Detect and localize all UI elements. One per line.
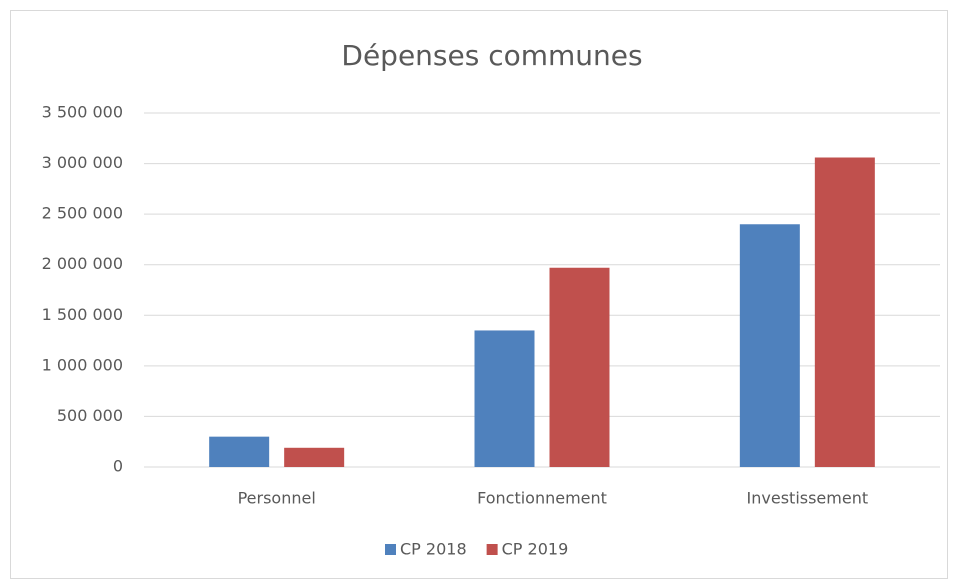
- x-tick-label: Fonctionnement: [477, 489, 607, 508]
- x-tick-label: Personnel: [238, 489, 316, 508]
- y-tick-label: 3 000 000: [42, 153, 123, 172]
- bar: [814, 157, 875, 467]
- bar: [474, 330, 535, 467]
- bar: [284, 447, 345, 467]
- y-tick-label: 500 000: [57, 406, 123, 425]
- x-tick-label: Investissement: [747, 489, 869, 508]
- bar: [549, 267, 610, 467]
- legend-label: CP 2019: [502, 540, 569, 559]
- y-tick-label: 2 500 000: [42, 204, 123, 223]
- y-tick-label: 1 000 000: [42, 355, 123, 374]
- legend-swatch: [486, 544, 498, 555]
- bar: [209, 436, 270, 467]
- y-tick-label: 3 500 000: [42, 103, 123, 122]
- legend-swatch: [385, 544, 396, 555]
- legend-label: CP 2018: [400, 540, 467, 559]
- chart-title: Dépenses communes: [341, 39, 642, 72]
- bar: [739, 224, 800, 467]
- y-tick-label: 2 000 000: [42, 254, 123, 273]
- y-tick-label: 1 500 000: [42, 305, 123, 324]
- y-tick-label: 0: [113, 457, 123, 476]
